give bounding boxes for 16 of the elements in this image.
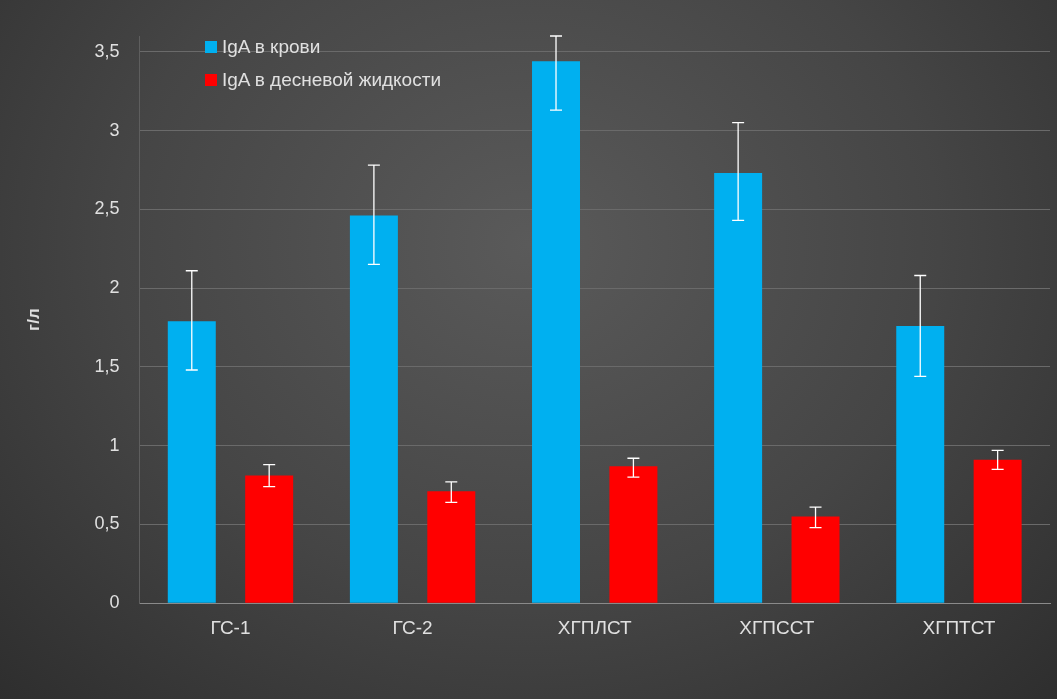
y-axis-title: г/л — [23, 308, 43, 331]
y-tick-label: 3 — [109, 119, 120, 140]
y-tick-label: 2 — [109, 277, 120, 298]
x-tick-label: ХГПЛСТ — [557, 616, 632, 638]
x-tick-label: ХГПТСТ — [922, 616, 996, 638]
x-tick-label: ГС-2 — [392, 616, 433, 638]
x-tick-label: ХГПССТ — [739, 616, 815, 638]
legend-label: IgA в десневой жидкости — [222, 68, 441, 91]
y-tick-label: 0 — [109, 592, 120, 613]
y-tick-label: 3,5 — [94, 40, 120, 61]
y-tick-label: 0,5 — [94, 513, 120, 534]
x-tick-label: ГС-1 — [210, 616, 251, 638]
legend-label: IgA в крови — [222, 35, 321, 58]
y-tick-label: 1,5 — [94, 355, 120, 376]
y-tick-label: 2,5 — [94, 198, 120, 219]
y-tick-label: 1 — [109, 434, 120, 455]
